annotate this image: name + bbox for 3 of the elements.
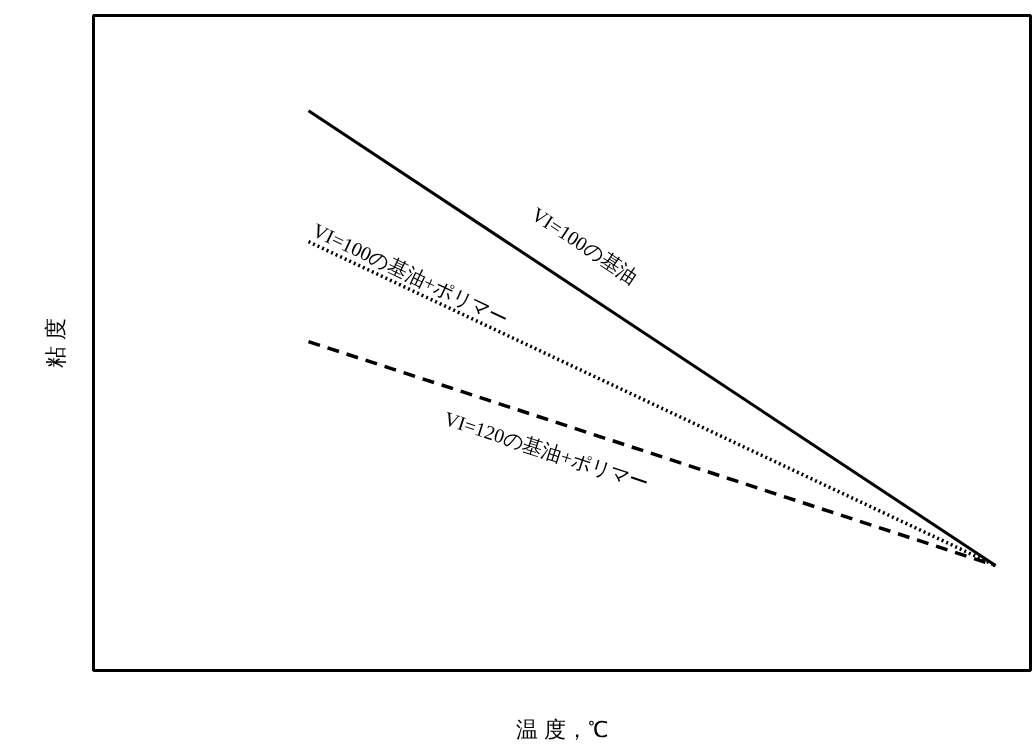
text: VI=120の基油+ポリマー (441, 407, 652, 495)
y-axis-title: 粘 度 (42, 318, 68, 368)
x-axis-title: 温 度，℃ (516, 716, 608, 742)
